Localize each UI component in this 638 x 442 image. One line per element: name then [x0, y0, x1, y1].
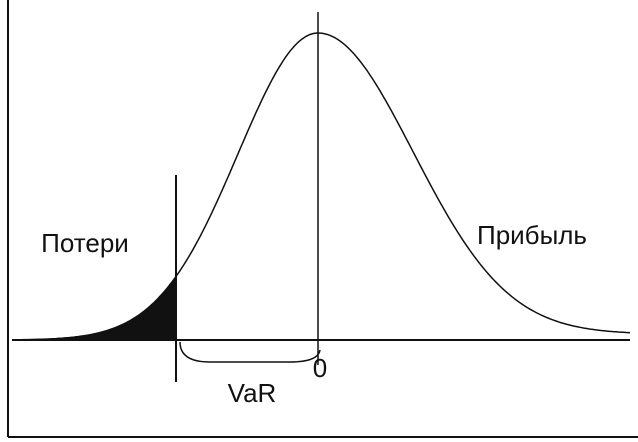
var-brace — [179, 341, 321, 363]
profit-label: Прибыль — [477, 220, 587, 250]
distribution-curve — [20, 32, 630, 341]
var-label: VaR — [228, 378, 277, 408]
losses-label: Потери — [41, 228, 129, 258]
zero-label: 0 — [313, 353, 327, 383]
loss-tail — [20, 276, 176, 340]
